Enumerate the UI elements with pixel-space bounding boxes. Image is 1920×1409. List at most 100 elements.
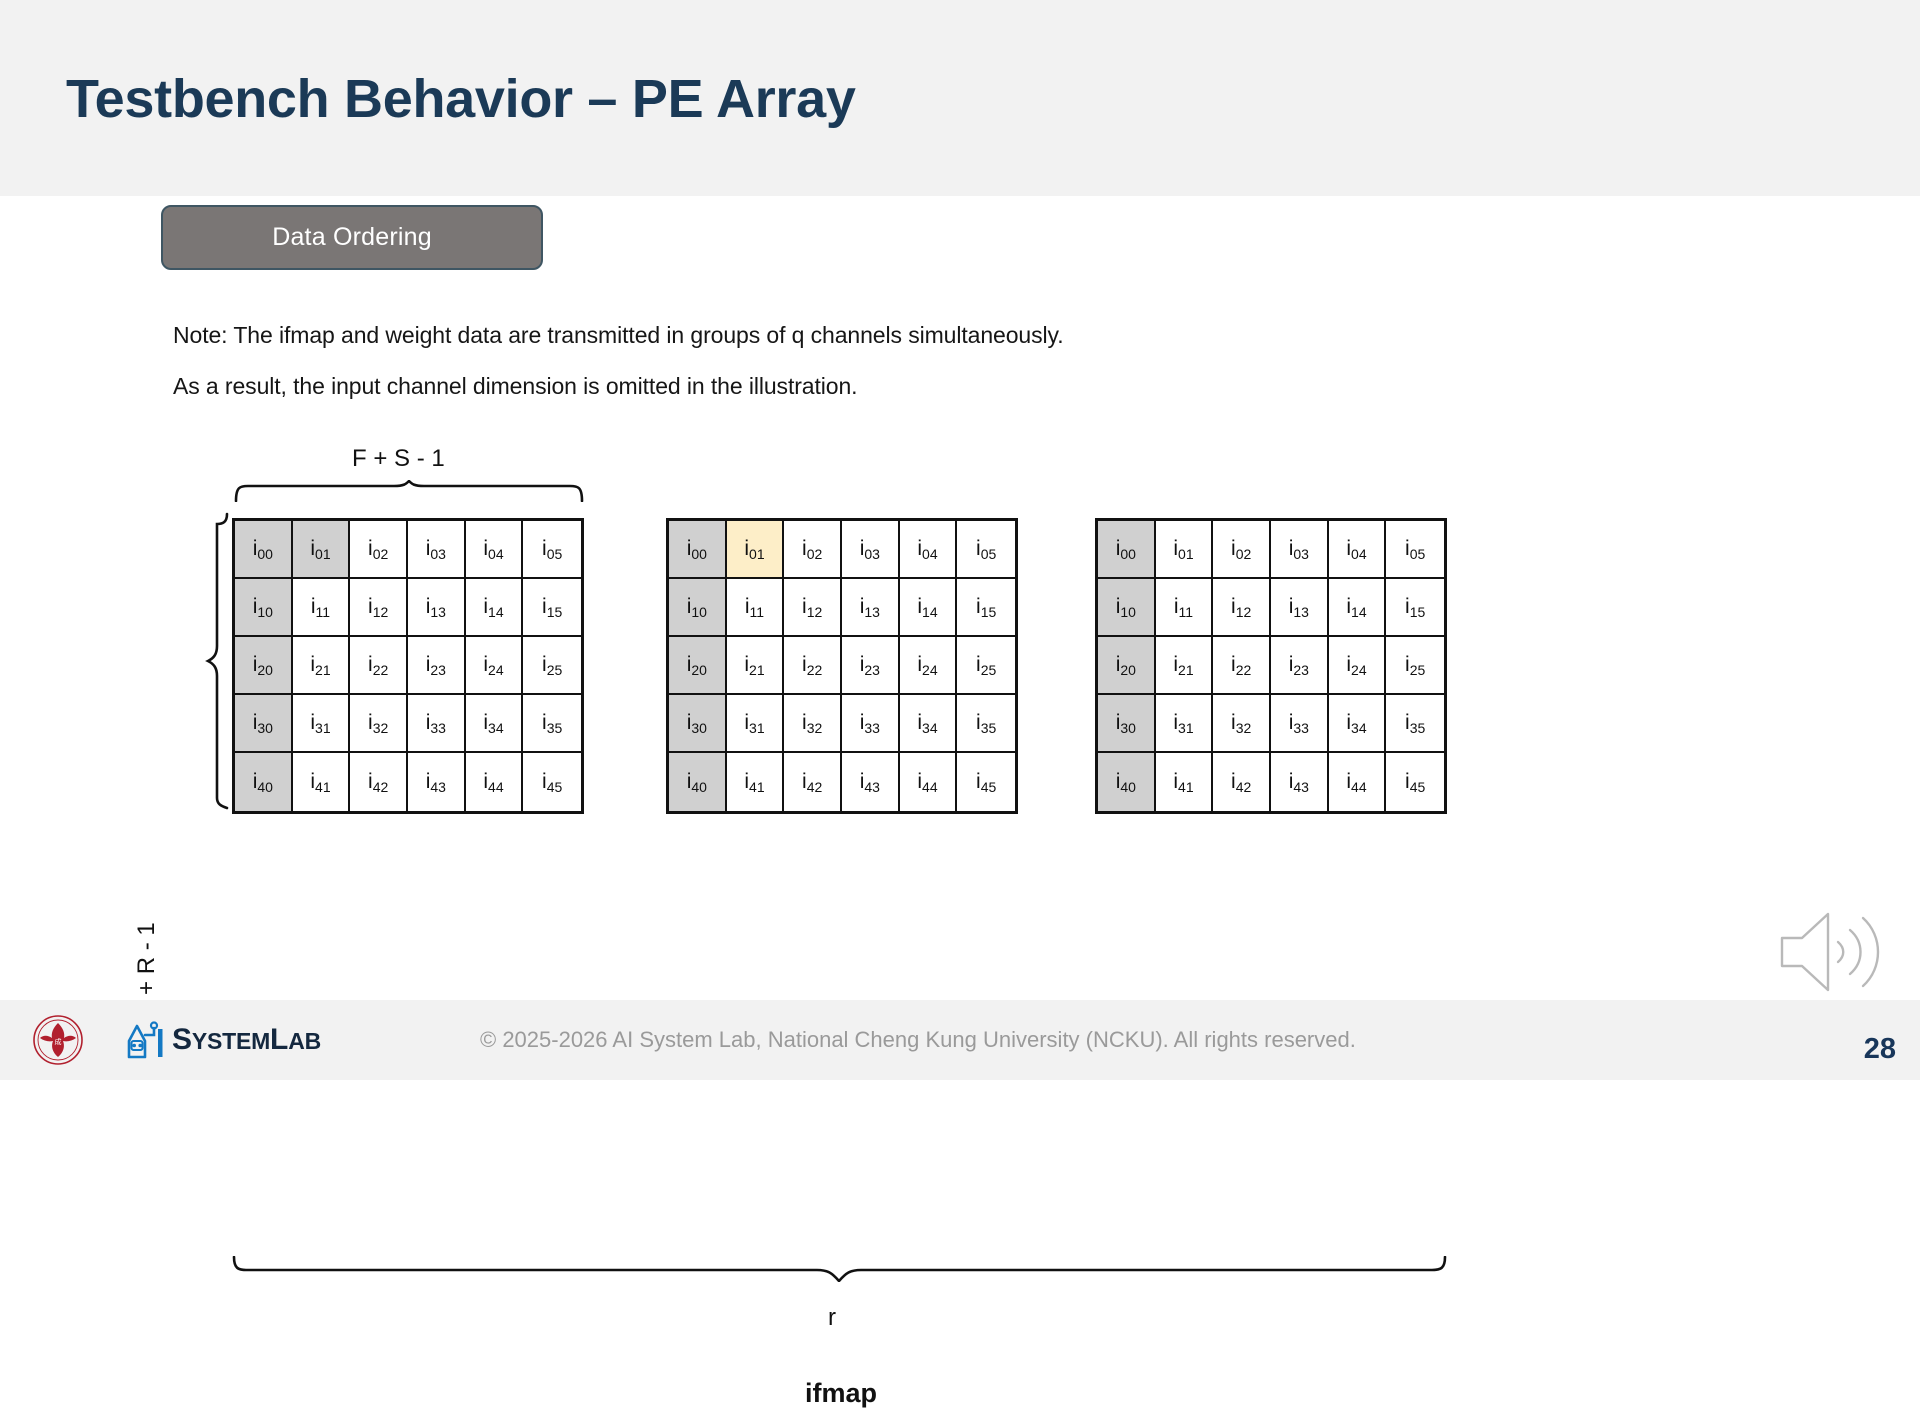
page-title: Testbench Behavior – PE Array (66, 69, 856, 129)
cell-label: i (1115, 537, 1121, 560)
cell-subscript: 24 (488, 662, 504, 678)
ifmap-cell-1-14: i 14 (465, 579, 524, 637)
cell-subscript: 01 (749, 546, 765, 562)
cell-label: i (368, 537, 373, 560)
ifmap-cell-3-31: i 31 (1155, 695, 1214, 753)
cell-label: i (1346, 595, 1352, 618)
cell-subscript: 24 (922, 662, 938, 678)
cell-label: i (1115, 595, 1121, 618)
cell-label: i (1115, 770, 1121, 793)
ifmap-cell-2-12: i 12 (784, 579, 842, 637)
cell-label: i (1405, 537, 1410, 560)
ifmap-cell-3-32: i 32 (1213, 695, 1271, 753)
ifmap-cell-3-14: i 14 (1328, 579, 1387, 637)
cell-label: i (1346, 770, 1352, 793)
ifmap-cell-2-15: i 15 (957, 579, 1015, 637)
logo-system-big: S (172, 1023, 192, 1056)
cell-subscript: 01 (1178, 546, 1194, 562)
cell-subscript: 04 (1351, 546, 1367, 562)
speaker-icon[interactable] (1776, 904, 1884, 1000)
cell-label: i (1173, 653, 1179, 676)
cell-subscript: 14 (922, 604, 938, 620)
cell-subscript: 44 (922, 779, 938, 795)
cell-subscript: 05 (980, 546, 997, 562)
cell-label: i (859, 770, 865, 793)
section-badge-data-ordering[interactable]: Data Ordering (161, 205, 543, 270)
ifmap-cell-3-12: i 12 (1213, 579, 1271, 637)
cell-subscript: 41 (1178, 779, 1194, 795)
ifmap-cell-2-34: i 34 (899, 695, 958, 753)
cell-subscript: 24 (1351, 662, 1367, 678)
cell-label: i (542, 653, 547, 676)
cell-subscript: 32 (806, 720, 823, 736)
cell-subscript: 21 (1178, 662, 1194, 678)
cell-label: i (483, 653, 489, 676)
cell-label: i (1288, 595, 1294, 618)
ifmap-cell-3-02: i 02 (1213, 521, 1271, 579)
cell-subscript: 11 (1178, 604, 1194, 620)
cell-label: i (1405, 653, 1410, 676)
cell-label: i (744, 770, 750, 793)
cell-label: i (1231, 653, 1236, 676)
cell-subscript: 33 (430, 720, 446, 736)
ifmap-cell-3-22: i 22 (1213, 637, 1271, 695)
ifmap-grid-2: i 00 i 01 i 02 i 03 i 04 i 05 i 10 i 11 i 12 i 13 i 14 i 15 i 20 i… (666, 518, 1018, 814)
ifmap-cell-1-03: i 03 (408, 521, 466, 579)
cell-label: i (917, 653, 923, 676)
ifmap-cell-3-10: i 10 (1098, 579, 1156, 637)
cell-subscript: 34 (1351, 720, 1367, 736)
ifmap-cell-2-22: i 22 (784, 637, 842, 695)
cell-label: i (425, 711, 431, 734)
cell-subscript: 14 (488, 604, 504, 620)
ifmap-cell-1-13: i 13 (408, 579, 466, 637)
cell-label: i (483, 537, 489, 560)
ifmap-cell-3-40: i 40 (1098, 753, 1156, 811)
ncku-seal-icon: 成 (33, 1015, 83, 1065)
cell-subscript: 40 (257, 779, 273, 795)
cell-subscript: 23 (430, 662, 446, 678)
cell-subscript: 20 (257, 662, 273, 678)
bottom-brace-icon (232, 1256, 1447, 1282)
cell-subscript: 13 (864, 604, 880, 620)
page-number: 28 (1863, 1033, 1896, 1065)
cell-subscript: 43 (1293, 779, 1309, 795)
ifmap-cell-3-42: i 42 (1213, 753, 1271, 811)
ifmap-cell-1-10: i 10 (235, 579, 293, 637)
ifmap-cell-3-45: i 45 (1386, 753, 1444, 811)
cell-subscript: 11 (315, 604, 331, 620)
cell-label: i (859, 537, 865, 560)
note-line-1: Note: The ifmap and weight data are tran… (173, 322, 1064, 348)
cell-label: i (252, 711, 258, 734)
ifmap-cell-1-33: i 33 (408, 695, 466, 753)
cell-label: i (252, 537, 258, 560)
cell-subscript: 15 (980, 604, 997, 620)
ifmap-cell-3-43: i 43 (1271, 753, 1329, 811)
ifmap-cell-2-21: i 21 (726, 637, 785, 695)
ifmap-cell-2-24: i 24 (899, 637, 958, 695)
cell-subscript: 21 (749, 662, 765, 678)
cell-subscript: 45 (1409, 779, 1426, 795)
ifmap-cell-1-02: i 02 (350, 521, 408, 579)
cell-subscript: 22 (372, 662, 389, 678)
ai-robot-icon (127, 1021, 163, 1059)
ifmap-cell-1-45: i 45 (523, 753, 581, 811)
cell-label: i (1115, 711, 1121, 734)
cell-label: i (859, 595, 865, 618)
cell-label: i (483, 595, 489, 618)
cell-subscript: 21 (315, 662, 331, 678)
cell-label: i (802, 711, 807, 734)
cell-label: i (802, 595, 807, 618)
cell-subscript: 30 (691, 720, 707, 736)
ifmap-cell-2-05: i 05 (957, 521, 1015, 579)
ifmap-cell-1-21: i 21 (292, 637, 351, 695)
ifmap-cell-1-41: i 41 (292, 753, 351, 811)
cell-subscript: 44 (488, 779, 504, 795)
cell-subscript: 12 (806, 604, 823, 620)
ifmap-cell-1-22: i 22 (350, 637, 408, 695)
ifmap-cell-2-23: i 23 (842, 637, 900, 695)
cell-label: i (802, 770, 807, 793)
cell-label: i (1288, 653, 1294, 676)
cell-label: i (425, 537, 431, 560)
cell-subscript: 25 (546, 662, 563, 678)
ifmap-cell-2-14: i 14 (899, 579, 958, 637)
